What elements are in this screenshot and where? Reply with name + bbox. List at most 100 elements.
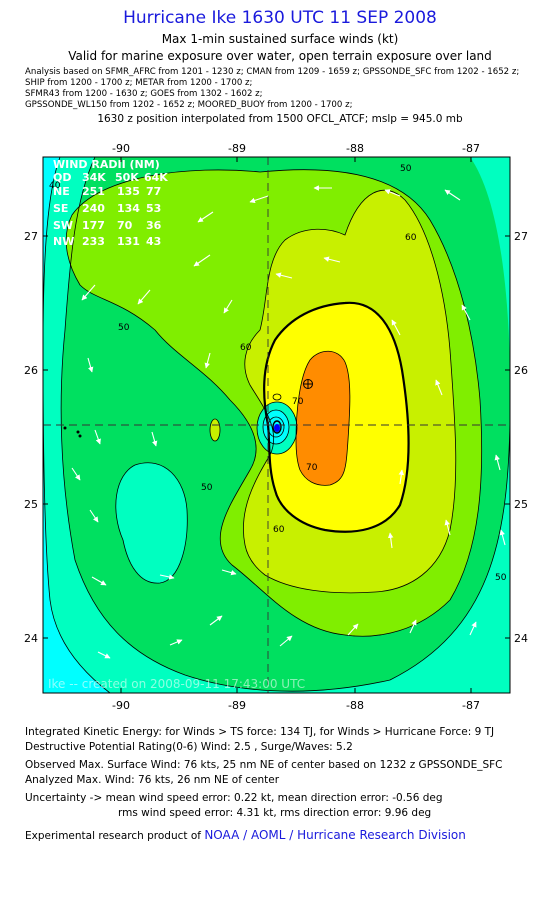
wind-vector-arrow	[197, 211, 214, 223]
wind-vector-arrow	[97, 651, 111, 659]
wind-vector-arrow	[391, 319, 401, 336]
cell-60kt	[210, 419, 220, 441]
pocket-30-40kt-southwest	[115, 462, 188, 584]
wind-vector-arrow	[409, 619, 417, 634]
radii-sw-64k: 36	[146, 219, 162, 232]
wind-vector-arrow	[89, 509, 99, 523]
radii-ne-34k: 251	[82, 185, 105, 198]
subtitle-wind-type: Max 1-min sustained surface winds (kt)	[161, 32, 399, 46]
wind-vector-arrow	[71, 467, 81, 481]
wind-vector-arrow	[223, 299, 233, 314]
wind-vector-arrow	[81, 284, 96, 301]
uncertainty-mean-line: Uncertainty -> mean wind speed error: 0.…	[25, 792, 443, 804]
contour-label: 50	[495, 573, 507, 583]
radii-ne-quadrant: NE	[53, 185, 70, 198]
contour-label: 50	[400, 164, 412, 174]
contour-label: 70	[306, 463, 318, 473]
hrd-credit-link[interactable]: NOAA / AOML / Hurricane Research Divisio…	[204, 828, 466, 842]
contour-label: 40	[49, 181, 61, 191]
latitude-labels-right: 27 26 25 24	[514, 230, 528, 645]
contour-labels: 40 50 50 50 50 60 60 60 70 70	[49, 164, 507, 583]
lat-tick-label: 27	[24, 230, 38, 243]
storm-center-marker	[274, 424, 280, 432]
contour-label: 60	[240, 343, 252, 353]
wind-radii-header: WIND RADII (NM)	[53, 158, 160, 171]
radii-col-quadrant: QD	[53, 171, 71, 184]
contour-label: 60	[405, 233, 417, 243]
lon-tick-label: -87	[462, 699, 480, 710]
lon-tick-label: -87	[462, 142, 480, 155]
wind-vector-arrow	[94, 429, 101, 445]
latitude-labels-left: 27 26 25 24	[24, 230, 38, 645]
lon-tick-label: -88	[346, 142, 364, 155]
longitude-labels-top: -90 -89 -88 -87	[112, 142, 480, 155]
contour-label: 70	[292, 397, 304, 407]
observed-max-wind-line: Observed Max. Surface Wind: 76 kts, 25 n…	[25, 759, 503, 771]
wind-vector-arrow	[209, 615, 223, 626]
radii-ne-64k: 77	[146, 185, 161, 198]
source-line: GPSSONDE_WL150 from 1202 - 1652 z; MOORE…	[25, 100, 353, 110]
analyzed-max-wind-line: Analyzed Max. Wind: 76 kts, 26 nm NE of …	[25, 774, 280, 786]
radii-nw-34k: 233	[82, 235, 105, 248]
lat-tick-label: 24	[24, 632, 38, 645]
lat-tick-label: 25	[24, 498, 38, 511]
wind-vector-arrow	[444, 189, 461, 201]
wind-vector-arrow	[249, 195, 269, 204]
chart-title: Hurricane Ike 1630 UTC 11 SEP 2008	[123, 8, 437, 28]
radii-col-64k: 64K	[144, 171, 168, 184]
watermark: Ike -- created on 2008-09-11 17:43:00 UT…	[48, 677, 305, 691]
wind-vectors	[71, 185, 506, 659]
credit-prefix: Experimental research product of	[25, 830, 205, 842]
credit-line: Experimental research product of NOAA / …	[25, 828, 466, 844]
wind-vector-arrow	[275, 272, 293, 279]
contour-label: 60	[273, 525, 285, 535]
wind-vector-arrow	[499, 529, 506, 546]
axis-ticks	[43, 157, 510, 693]
wind-vector-arrow	[444, 519, 451, 536]
wind-vector-arrow	[87, 357, 94, 373]
radii-ne-50k: 135	[117, 185, 140, 198]
contour-label: 50	[201, 483, 213, 493]
observation-dots	[63, 426, 82, 438]
wind-vector-arrow	[494, 454, 501, 471]
radii-nw-64k: 43	[146, 235, 161, 248]
wind-vector-arrow	[204, 352, 211, 369]
wind-vector-arrow	[221, 569, 237, 576]
wind-vector-arrow	[279, 635, 293, 647]
wind-vector-arrow	[469, 621, 477, 636]
band-70-80kt	[296, 351, 350, 486]
wind-radii-table: WIND RADII (NM) QD 34K 50K 64K NE 251 13…	[53, 158, 168, 248]
radii-nw-quadrant: NW	[53, 235, 74, 248]
wind-vector-arrow	[323, 256, 341, 263]
wind-vector-arrow	[435, 379, 443, 396]
radii-col-50k: 50K	[115, 171, 139, 184]
wind-vector-arrow	[398, 469, 405, 485]
plot-frame	[42, 156, 511, 694]
radii-sw-quadrant: SW	[53, 219, 73, 232]
position-line: 1630 z position interpolated from 1500 O…	[97, 113, 463, 125]
longitude-labels-bottom: -90 -89 -88 -87	[112, 699, 480, 710]
radii-sw-50k: 70	[117, 219, 133, 232]
wind-vector-arrow	[384, 189, 401, 197]
lon-tick-label: -90	[112, 142, 130, 155]
wind-vector-arrow	[151, 431, 158, 447]
destructive-potential-line: Destructive Potential Rating(0-6) Wind: …	[25, 741, 353, 753]
observation-marker	[303, 379, 313, 389]
lon-tick-label: -90	[112, 699, 130, 710]
radii-se-quadrant: SE	[53, 202, 68, 215]
lat-tick-label: 26	[514, 364, 528, 377]
radii-nw-50k: 131	[117, 235, 140, 248]
wind-vector-arrow	[193, 254, 211, 267]
radii-col-34k: 34K	[82, 171, 106, 184]
center-crosshair	[43, 157, 510, 693]
radii-se-34k: 240	[82, 202, 105, 215]
lon-tick-label: -89	[228, 142, 246, 155]
wind-vector-arrow	[137, 289, 151, 305]
wind-vector-arrow	[159, 574, 175, 580]
uncertainty-rms-line: rms wind speed error: 4.31 kt, rms direc…	[118, 807, 432, 819]
source-line: SHIP from 1200 - 1700 z; METAR from 1200…	[25, 78, 253, 88]
wind-vector-arrow	[169, 639, 183, 646]
wind-field: 40 50 50 50 50 60 60 60 70 70 Ike -- cre…	[43, 157, 510, 693]
lat-tick-label: 26	[24, 364, 38, 377]
wind-analysis-map: 40 50 50 50 50 60 60 60 70 70 Ike -- cre…	[24, 142, 528, 710]
